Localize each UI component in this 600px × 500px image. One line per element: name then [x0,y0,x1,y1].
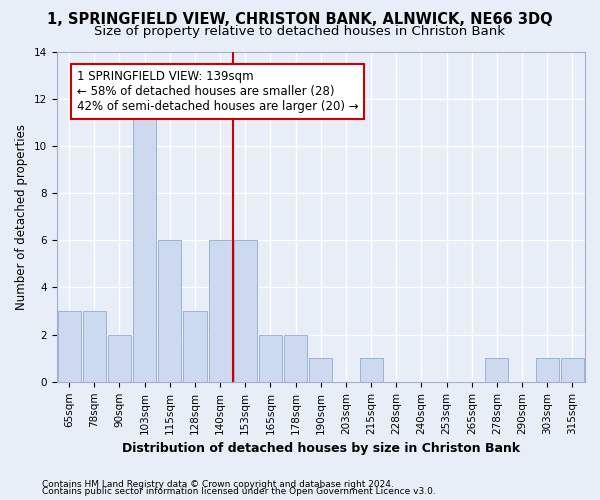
Bar [259,334,282,382]
Y-axis label: Number of detached properties: Number of detached properties [15,124,28,310]
Bar [209,240,232,382]
Bar [58,311,80,382]
Bar [485,358,508,382]
Bar [108,334,131,382]
Text: Contains HM Land Registry data © Crown copyright and database right 2024.: Contains HM Land Registry data © Crown c… [42,480,394,489]
Text: Size of property relative to detached houses in Christon Bank: Size of property relative to detached ho… [95,25,505,38]
Bar [284,334,307,382]
Text: 1 SPRINGFIELD VIEW: 139sqm
← 58% of detached houses are smaller (28)
42% of semi: 1 SPRINGFIELD VIEW: 139sqm ← 58% of deta… [77,70,358,114]
Bar [158,240,181,382]
Bar [133,98,156,382]
Bar [359,358,383,382]
Text: 1, SPRINGFIELD VIEW, CHRISTON BANK, ALNWICK, NE66 3DQ: 1, SPRINGFIELD VIEW, CHRISTON BANK, ALNW… [47,12,553,28]
Bar [184,311,206,382]
Bar [561,358,584,382]
Bar [83,311,106,382]
Bar [309,358,332,382]
Bar [233,240,257,382]
Text: Contains public sector information licensed under the Open Government Licence v3: Contains public sector information licen… [42,487,436,496]
X-axis label: Distribution of detached houses by size in Christon Bank: Distribution of detached houses by size … [122,442,520,455]
Bar [536,358,559,382]
